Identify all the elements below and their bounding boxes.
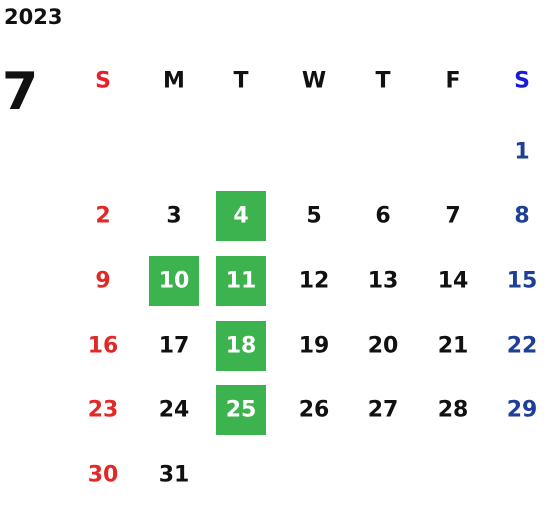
day: 11	[226, 269, 257, 294]
day: 6	[375, 204, 390, 229]
day: 31	[159, 463, 190, 488]
day: 18	[226, 334, 257, 359]
day: 2	[95, 204, 110, 229]
weekday-label: T	[375, 69, 390, 94]
weekday-label: W	[302, 69, 326, 94]
day: 20	[368, 334, 399, 359]
day: 28	[438, 398, 469, 423]
day: 7	[445, 204, 460, 229]
day: 4	[233, 204, 248, 229]
day: 24	[159, 398, 190, 423]
highlight	[216, 385, 266, 435]
highlight	[216, 256, 266, 306]
day: 29	[507, 398, 538, 423]
weekday-label: M	[163, 69, 185, 94]
day: 1	[514, 140, 529, 165]
highlight	[149, 256, 199, 306]
day: 5	[306, 204, 321, 229]
month: 7	[2, 62, 38, 122]
weekday-label: S	[95, 69, 111, 94]
day: 15	[507, 269, 538, 294]
day: 30	[88, 463, 119, 488]
day: 3	[166, 204, 181, 229]
day: 26	[299, 398, 330, 423]
day: 13	[368, 269, 399, 294]
highlight	[216, 321, 266, 371]
weekday-label: S	[514, 69, 530, 94]
day: 17	[159, 334, 190, 359]
day: 8	[514, 204, 529, 229]
day: 10	[159, 269, 190, 294]
day: 9	[95, 269, 110, 294]
day: 27	[368, 398, 399, 423]
day: 16	[88, 334, 119, 359]
weekday-label: F	[445, 69, 460, 94]
day: 21	[438, 334, 469, 359]
day: 22	[507, 334, 538, 359]
weekday-label: T	[233, 69, 248, 94]
year: 2023	[4, 5, 62, 29]
day: 14	[438, 269, 469, 294]
day: 19	[299, 334, 330, 359]
highlight	[216, 191, 266, 241]
day: 25	[226, 398, 257, 423]
day: 23	[88, 398, 119, 423]
day: 12	[299, 269, 330, 294]
